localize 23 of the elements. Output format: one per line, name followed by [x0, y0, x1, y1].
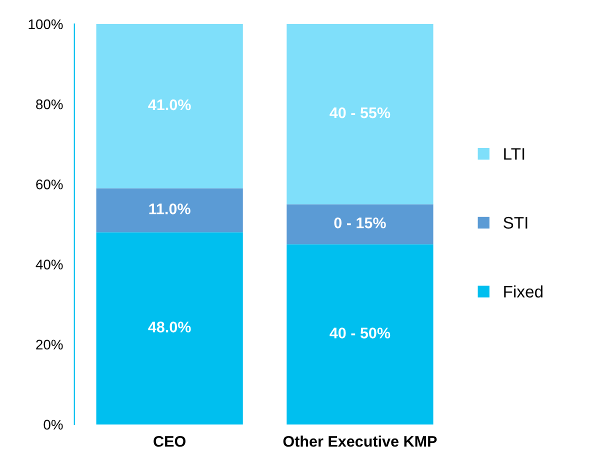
y-tick-label: 0%	[44, 420, 63, 430]
annotation: 0 - 15%	[334, 218, 386, 228]
y-tick-label: 20%	[36, 340, 63, 350]
data-label: 41.0%	[148, 99, 191, 110]
x-tick-label: Other Executive KMP	[283, 436, 437, 447]
legend-label: STI	[504, 216, 528, 229]
y-tick-label: 40%	[36, 260, 63, 270]
bar	[96, 188, 243, 232]
y-tick-label: 100%	[28, 19, 63, 30]
bar	[96, 232, 243, 424]
bar	[286, 244, 434, 424]
bar	[286, 24, 434, 204]
y-tick-label: 60%	[36, 180, 63, 190]
legend-label: Fixed	[504, 285, 542, 298]
annotation: 40 - 50%	[330, 328, 390, 338]
bar	[96, 24, 243, 188]
legend-label: LTI	[504, 148, 524, 160]
data-label: 11.0%	[149, 204, 190, 214]
y-tick-label: 80%	[36, 99, 63, 110]
data-label: 48.0%	[148, 322, 191, 332]
bar	[286, 204, 434, 244]
annotation: 40 - 55%	[330, 107, 390, 118]
x-tick-label: CEO	[154, 436, 186, 447]
